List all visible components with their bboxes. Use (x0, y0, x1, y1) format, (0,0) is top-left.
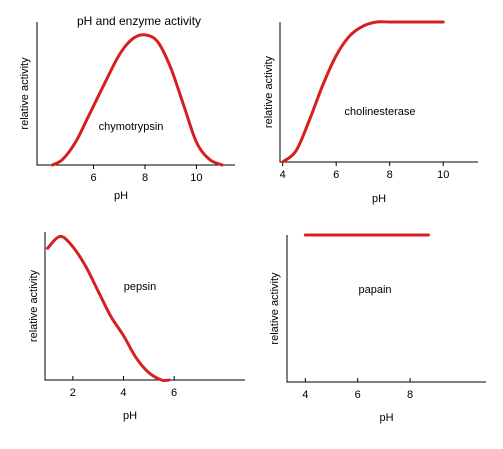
x-tick-label-chymotrypsin-1: 8 (142, 172, 148, 184)
chart-cholinesterase: 4 6 8 10 cholinesterase pH relative activity (263, 20, 478, 205)
series-line-cholinesterase (281, 20, 445, 164)
x-tick-label-cholinesterase-0: 4 (280, 169, 286, 181)
chart-pepsin: 2 4 6 pepsin pH relative activity (28, 232, 245, 422)
axes-pepsin (44, 232, 245, 381)
x-tick-label-chymotrypsin-2: 10 (190, 172, 202, 184)
x-axis-label-papain: pH (379, 412, 393, 424)
annotation-pepsin: pepsin (124, 281, 156, 293)
chart-chymotrypsin: 6 8 10 chymotrypsin pH relative activity (19, 22, 235, 202)
x-axis-label-chymotrypsin: pH (114, 190, 128, 202)
axes-chymotrypsin (36, 22, 235, 166)
x-tick-label-cholinesterase-2: 8 (387, 169, 393, 181)
x-axis-label-pepsin: pH (123, 410, 137, 422)
axes-papain (286, 235, 486, 383)
y-axis-label-chymotrypsin: relative activity (19, 57, 31, 130)
figure-title: pH and enzyme activity (77, 14, 201, 28)
x-tick-label-papain-1: 6 (355, 389, 361, 401)
x-axis-label-cholinesterase: pH (372, 193, 386, 205)
x-tick-label-chymotrypsin-0: 6 (91, 172, 97, 184)
y-axis-label-pepsin: relative activity (28, 269, 40, 342)
x-tick-label-papain-0: 4 (302, 389, 308, 401)
x-tick-label-papain-2: 8 (407, 389, 413, 401)
annotation-cholinesterase: cholinesterase (345, 106, 416, 118)
x-tick-label-pepsin-2: 6 (171, 387, 177, 399)
axes-cholinesterase (279, 22, 478, 163)
x-tick-label-pepsin-0: 2 (70, 387, 76, 399)
annotation-papain: papain (358, 284, 391, 296)
chart-papain: 4 6 8 papain pH relative activity (269, 233, 486, 424)
series-line-chymotrypsin (50, 33, 224, 167)
y-axis-label-papain: relative activity (269, 272, 281, 345)
series-line-pepsin (46, 234, 171, 383)
y-axis-label-cholinesterase: relative activity (263, 55, 275, 128)
x-tick-label-pepsin-1: 4 (120, 387, 126, 399)
x-tick-label-cholinesterase-3: 10 (437, 169, 449, 181)
x-tick-label-cholinesterase-1: 6 (333, 169, 339, 181)
annotation-chymotrypsin: chymotrypsin (99, 121, 164, 133)
